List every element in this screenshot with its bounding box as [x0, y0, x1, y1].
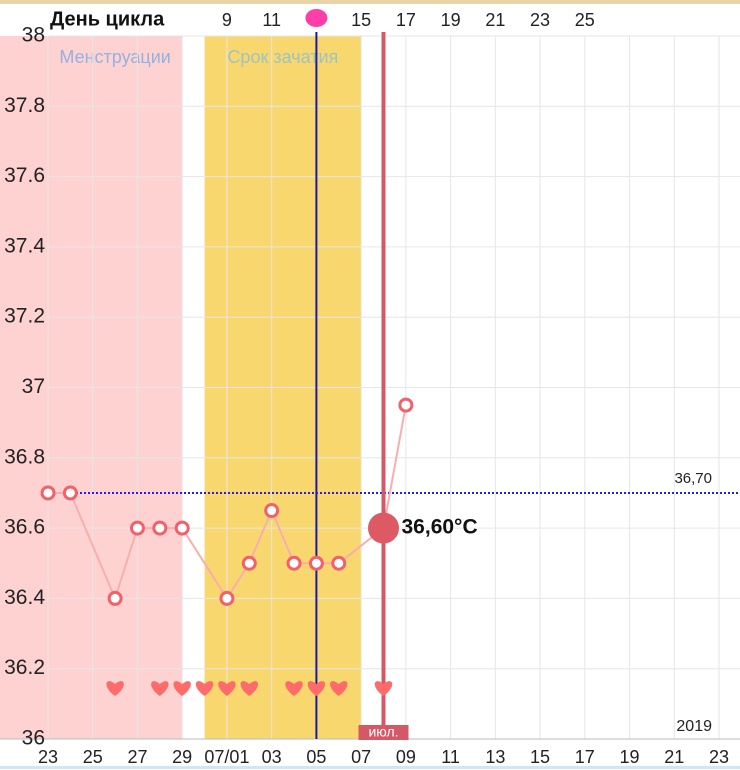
- y-tick-label: 36: [22, 727, 45, 750]
- x-tick-label: 05: [306, 747, 326, 767]
- heart: [106, 681, 124, 696]
- heart: [151, 681, 169, 696]
- x-tick-label: 25: [83, 747, 103, 767]
- temperature-point: [174, 520, 190, 536]
- temperature-point: [152, 520, 168, 536]
- y-tick-label: 36.6: [4, 516, 45, 539]
- top-border: [0, 0, 740, 4]
- temperature-point: [107, 590, 123, 606]
- temperature-point: [40, 485, 56, 501]
- x-tick-label: 23: [38, 747, 58, 767]
- temperature-point: [331, 555, 347, 571]
- heart: [307, 681, 326, 696]
- bottom-border: [0, 766, 740, 769]
- y-tick-label: 38: [22, 24, 45, 47]
- x-tick-label: 17: [575, 747, 595, 767]
- x-tick-label: 11: [441, 747, 460, 767]
- x-tick-label: 07: [351, 747, 371, 767]
- temperature-point: [219, 590, 235, 606]
- selected-point: [368, 512, 399, 544]
- y-tick-label: 37.4: [4, 234, 45, 257]
- x-tick-label: 27: [127, 747, 147, 767]
- temperature-point: [241, 555, 257, 571]
- heart: [218, 681, 236, 696]
- temperature-point: [62, 485, 78, 501]
- temperature-point: [129, 520, 145, 536]
- temperature-point: [286, 555, 302, 571]
- top-tick-label: 25: [575, 10, 595, 30]
- temperature-point: [264, 503, 280, 519]
- background-layer: Менструации Срок зачатия: [0, 4, 740, 740]
- y-tick-label: 36.4: [4, 586, 45, 609]
- foreground-layer: 36 36.2 36.4 36.6 36.8 37 37.2 37.4 37.6 37.8 38 23…: [4, 8, 740, 767]
- top-strip: [0, 4, 740, 35]
- x-tick-label: 19: [620, 747, 640, 767]
- y-tick-label: 37: [22, 375, 45, 398]
- top-tick-label: 19: [441, 10, 461, 30]
- y-tick-label: 36.8: [4, 445, 45, 468]
- top-tick-label: 11: [262, 10, 281, 30]
- band-label: Срок зачатия: [227, 47, 338, 67]
- top-axis-title: День цикла: [50, 8, 165, 30]
- y-tick-label: 37.6: [4, 164, 45, 187]
- heart: [285, 681, 303, 696]
- x-tick-label: 21: [664, 747, 684, 767]
- x-tick-label: 13: [485, 747, 505, 767]
- x-tick-label: 03: [262, 747, 282, 767]
- y-tick-label: 37.2: [4, 305, 45, 328]
- top-tick-label: 23: [530, 10, 550, 30]
- today-marker: [305, 9, 328, 27]
- x-tick-label: 09: [396, 747, 416, 767]
- top-tick-label: 17: [396, 10, 416, 30]
- top-tick-label: 21: [485, 10, 505, 30]
- y-tick-label: 37.8: [4, 94, 45, 117]
- heart: [240, 681, 259, 696]
- selected-month-box: [358, 725, 409, 740]
- x-tick-label: 15: [530, 747, 550, 767]
- temperature-point: [398, 397, 414, 413]
- heart: [374, 681, 393, 696]
- selected-month-label: июл.: [368, 724, 398, 740]
- top-tick-label: 15: [351, 10, 371, 30]
- band-label: Менструации: [59, 47, 170, 67]
- x-tick-label: 23: [709, 747, 729, 767]
- heart: [330, 681, 348, 696]
- heart: [173, 681, 191, 696]
- selected-value-label: 36,60°C: [402, 516, 478, 539]
- year-label: 2019: [676, 718, 712, 735]
- y-tick-label: 36.2: [4, 656, 45, 679]
- x-tick-label: 29: [172, 747, 192, 767]
- coverline-label: 36,70: [674, 470, 712, 487]
- x-tick-label: 07/01: [204, 747, 249, 767]
- heart: [195, 681, 214, 696]
- top-tick-label: 9: [222, 10, 232, 30]
- temperature-point: [308, 555, 324, 571]
